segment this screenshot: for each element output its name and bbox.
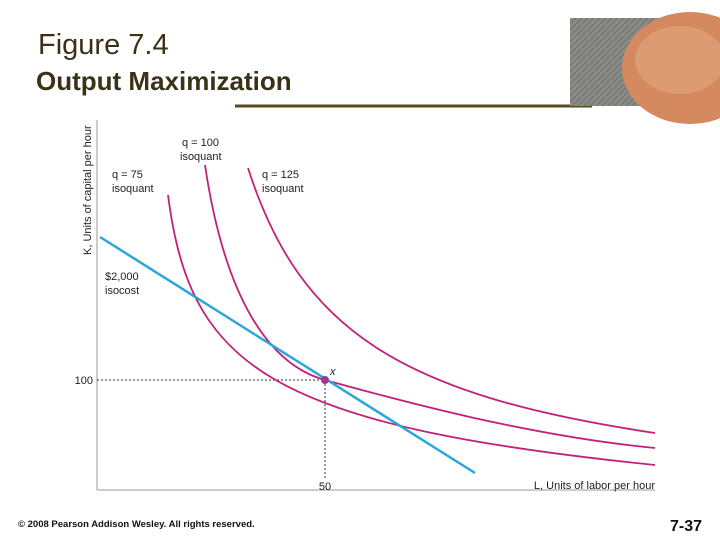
isoquant-label: q = 75 xyxy=(112,169,143,181)
isocost-label: isocost xyxy=(105,285,139,297)
isoquant-curve xyxy=(204,164,656,449)
optimum-point xyxy=(321,376,329,384)
isoquant-label: isoquant xyxy=(262,183,304,195)
y-tick-label: 100 xyxy=(75,375,93,387)
page-number: 7-37 xyxy=(670,518,702,535)
y-axis-label: K, Units of capital per hour xyxy=(82,125,94,255)
isoquant-label: isoquant xyxy=(180,151,222,163)
title: Figure 7.4 xyxy=(38,29,169,61)
isoquant-label: q = 100 xyxy=(182,137,219,149)
isocost-label: $2,000 xyxy=(105,271,139,283)
isoquant-curve xyxy=(247,167,656,434)
photo xyxy=(570,12,720,124)
isoquant-label: q = 125 xyxy=(262,169,299,181)
isocost-line xyxy=(99,235,476,475)
x-axis-label: L, Units of labor per hour xyxy=(534,480,655,492)
subtitle: Output Maximization xyxy=(36,66,292,96)
x-tick-label: 50 xyxy=(319,481,331,493)
copyright: © 2008 Pearson Addison Wesley. All right… xyxy=(18,519,255,530)
isoquant-curve xyxy=(167,194,656,466)
point-label: x xyxy=(329,366,336,378)
isoquant-label: isoquant xyxy=(112,183,154,195)
